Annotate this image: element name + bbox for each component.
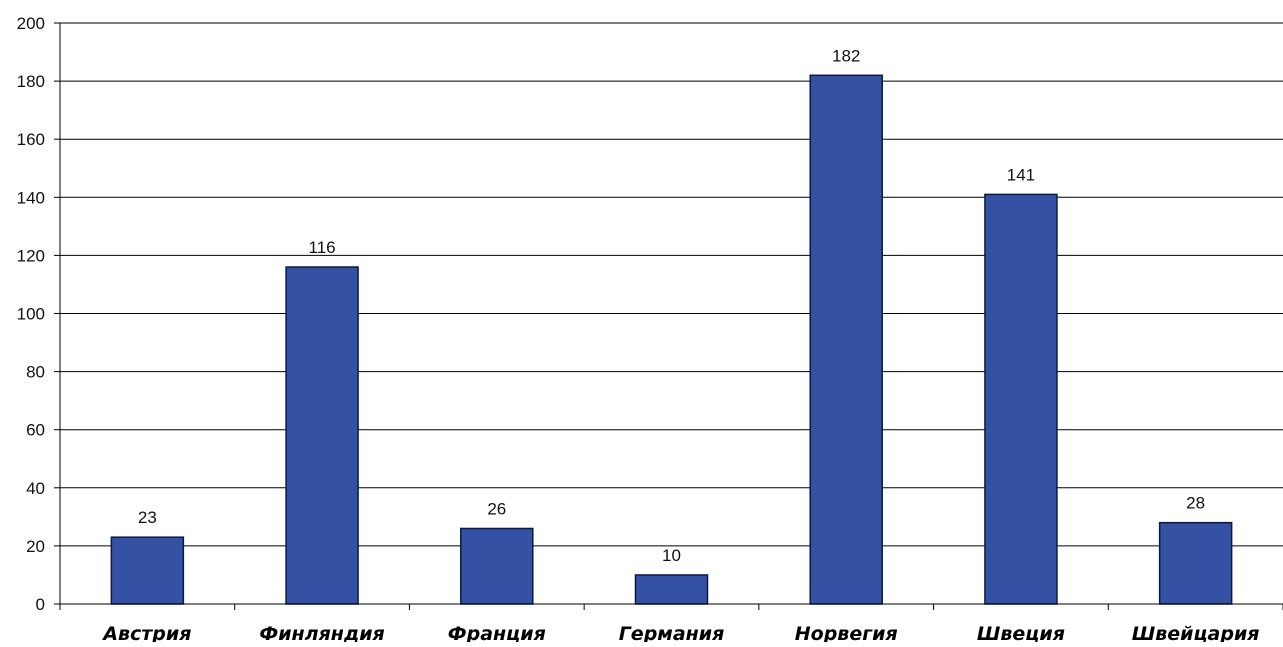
axes	[54, 22, 1283, 610]
x-tick-label-6: Швейцария	[1132, 623, 1260, 642]
x-tick-label-1: Финляндия	[259, 623, 384, 642]
y-tick-label: 0	[36, 595, 45, 614]
bar-3	[634, 574, 709, 605]
x-tick-label-0: Австрия	[101, 623, 191, 642]
y-tick-label: 60	[26, 421, 45, 440]
y-tick-label: 160	[17, 130, 45, 149]
x-tick-label-4: Норвегия	[795, 623, 898, 642]
x-tick-label-2: Франция	[448, 623, 546, 642]
gridlines	[60, 22, 1283, 547]
y-tick-label: 140	[17, 188, 45, 207]
data-label-0: 23	[138, 508, 157, 527]
bar-4	[809, 74, 883, 605]
labels: 0 20 40 60 80 100 120 140 160 180 200 23 Австрия 116 Ф…	[17, 14, 1260, 645]
bar-0	[110, 536, 185, 605]
y-tick-label: 200	[17, 14, 45, 33]
data-label-6: 28	[1186, 494, 1205, 513]
data-label-3: 10	[662, 546, 681, 565]
bar-1	[285, 266, 359, 605]
y-tick-label: 120	[17, 246, 45, 265]
x-tick-label-3: Германия	[619, 623, 725, 642]
data-label-4: 182	[832, 46, 860, 65]
bar-5	[984, 193, 1058, 605]
bar-2	[460, 527, 534, 605]
data-label-1: 116	[309, 238, 336, 257]
x-tick-label-5: Швеция	[977, 623, 1065, 642]
bars	[110, 74, 1233, 605]
bar-6	[1158, 521, 1233, 605]
data-label-5: 141	[1007, 165, 1035, 184]
y-tick-label: 80	[26, 363, 45, 382]
y-tick-label: 100	[17, 305, 45, 324]
y-tick-label: 20	[26, 537, 45, 556]
y-tick-label: 180	[17, 72, 45, 91]
y-tick-label: 40	[26, 479, 45, 498]
data-label-2: 26	[487, 499, 506, 518]
